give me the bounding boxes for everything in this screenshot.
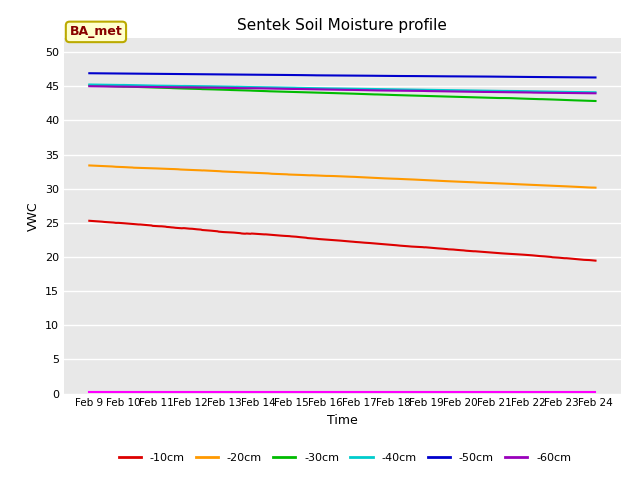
- -10cm: [453, 247, 461, 253]
- -50cm: [147, 71, 154, 77]
- -20cm: [286, 172, 294, 178]
- -50cm: [591, 74, 599, 80]
- -30cm: [453, 94, 461, 100]
- -50cm: [453, 73, 461, 79]
- -60cm: [451, 89, 458, 95]
- Rain: [147, 389, 154, 395]
- -30cm: [86, 83, 93, 88]
- -60cm: [147, 84, 154, 90]
- -10cm: [591, 258, 599, 264]
- X-axis label: Time: Time: [327, 414, 358, 427]
- Y-axis label: VWC: VWC: [26, 201, 40, 231]
- Line: -30cm: -30cm: [90, 85, 595, 101]
- -60cm: [286, 86, 294, 92]
- -30cm: [147, 84, 154, 90]
- -50cm: [86, 71, 93, 76]
- -40cm: [404, 87, 412, 93]
- -40cm: [591, 89, 599, 95]
- -60cm: [591, 90, 599, 96]
- -20cm: [404, 176, 412, 182]
- -20cm: [86, 163, 93, 168]
- -10cm: [451, 247, 458, 252]
- -20cm: [250, 170, 258, 176]
- Rain: [591, 389, 599, 395]
- -60cm: [86, 84, 93, 89]
- Title: Sentek Soil Moisture profile: Sentek Soil Moisture profile: [237, 18, 447, 33]
- -40cm: [147, 83, 154, 88]
- -30cm: [404, 93, 412, 98]
- -20cm: [591, 185, 599, 191]
- -20cm: [453, 179, 461, 184]
- Rain: [453, 389, 461, 395]
- -20cm: [147, 166, 154, 171]
- -50cm: [451, 73, 458, 79]
- Rain: [86, 389, 93, 395]
- Rain: [250, 389, 258, 395]
- -50cm: [250, 72, 258, 78]
- -40cm: [250, 84, 258, 90]
- -60cm: [453, 89, 461, 95]
- -10cm: [147, 223, 154, 228]
- -10cm: [404, 243, 412, 249]
- Text: BA_met: BA_met: [70, 25, 122, 38]
- -40cm: [286, 85, 294, 91]
- Line: -20cm: -20cm: [90, 166, 595, 188]
- Line: -10cm: -10cm: [90, 221, 595, 261]
- Line: -60cm: -60cm: [90, 86, 595, 93]
- -10cm: [86, 218, 93, 224]
- Line: -50cm: -50cm: [90, 73, 595, 77]
- -30cm: [451, 94, 458, 100]
- -10cm: [286, 233, 294, 239]
- Rain: [286, 389, 294, 395]
- -60cm: [250, 85, 258, 91]
- -50cm: [286, 72, 294, 78]
- -30cm: [591, 98, 599, 104]
- Legend: Rain: Rain: [114, 477, 179, 480]
- -10cm: [250, 231, 258, 237]
- -30cm: [250, 88, 258, 94]
- Rain: [451, 389, 458, 395]
- -20cm: [451, 179, 458, 184]
- Rain: [404, 389, 412, 395]
- -40cm: [453, 87, 461, 93]
- -30cm: [286, 89, 294, 95]
- Line: -40cm: -40cm: [90, 84, 595, 92]
- -40cm: [451, 87, 458, 93]
- -40cm: [86, 82, 93, 87]
- -50cm: [404, 73, 412, 79]
- -60cm: [404, 88, 412, 94]
